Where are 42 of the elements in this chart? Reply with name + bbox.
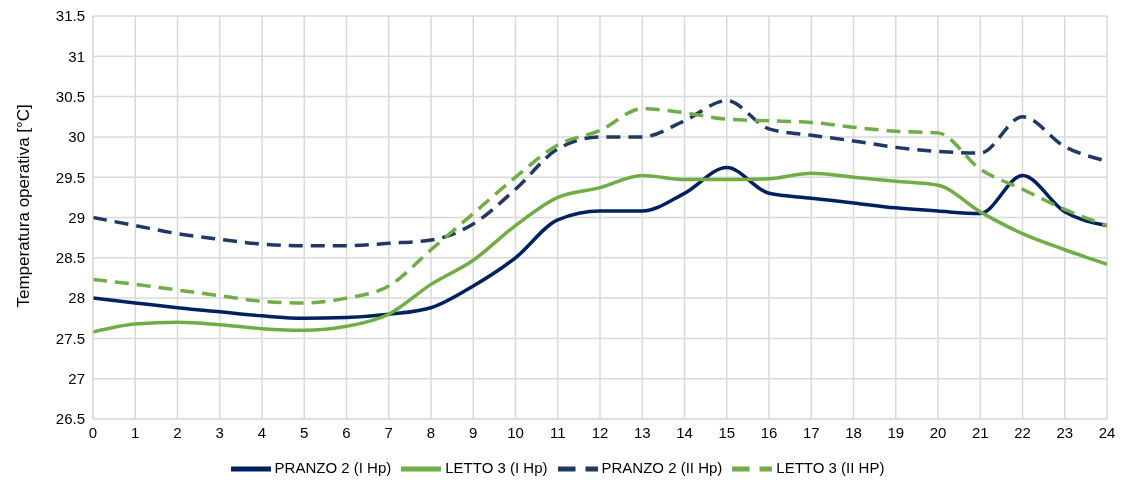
- x-tick-label: 20: [929, 423, 947, 441]
- y-tick-label: 27: [68, 370, 85, 388]
- x-tick-label: 3: [215, 423, 224, 441]
- y-tick-label: 28: [68, 289, 85, 307]
- legend-label: PRANZO 2 (II Hp): [601, 458, 723, 476]
- y-tick-label: 31: [68, 47, 85, 65]
- line-series: [93, 106, 1107, 305]
- x-tick-label: 0: [88, 423, 98, 441]
- x-tick-label: 22: [1014, 423, 1031, 441]
- y-tick-label: 29.5: [55, 168, 85, 186]
- x-tick-label: 9: [469, 423, 478, 441]
- x-tick-label: 6: [342, 423, 351, 441]
- x-tick-label: 15: [718, 423, 736, 441]
- x-tick-label: 12: [591, 423, 609, 441]
- y-axis-title: Temperatura operativa [°C]: [14, 104, 34, 308]
- x-tick-label: 19: [887, 423, 905, 441]
- y-tick-label: 26.5: [55, 410, 85, 428]
- y-tick-label: 29: [68, 208, 85, 226]
- x-tick-label: 21: [971, 423, 989, 441]
- legend-label: PRANZO 2 (I Hp): [274, 458, 392, 476]
- y-tick-label: 27.5: [55, 329, 85, 347]
- x-tick-label: 8: [426, 423, 436, 441]
- x-tick-label: 4: [257, 423, 267, 441]
- y-tick-label: 28.5: [55, 249, 85, 267]
- x-tick-label: 18: [845, 423, 862, 441]
- x-tick-label: 16: [760, 423, 778, 441]
- x-tick-label: 1: [131, 423, 140, 441]
- x-tick-label: 13: [633, 423, 651, 441]
- legend-label: LETTO 3 (II HP): [776, 458, 885, 476]
- x-tick-label: 23: [1056, 423, 1074, 441]
- x-tick-label: 7: [384, 423, 393, 441]
- x-tick-label: 2: [173, 423, 182, 441]
- legend-label: LETTO 3 (I Hp): [445, 458, 548, 476]
- x-tick-label: 17: [802, 423, 820, 441]
- y-tick-label: 30: [68, 128, 85, 146]
- y-tick-label: 31.5: [55, 7, 85, 25]
- x-tick-label: 10: [507, 423, 524, 441]
- x-tick-label: 14: [676, 423, 693, 441]
- y-tick-label: 30.5: [55, 87, 85, 105]
- x-tick-label: 5: [300, 423, 309, 441]
- x-tick-label: 11: [549, 423, 566, 441]
- x-tick-label: 24: [1098, 423, 1116, 441]
